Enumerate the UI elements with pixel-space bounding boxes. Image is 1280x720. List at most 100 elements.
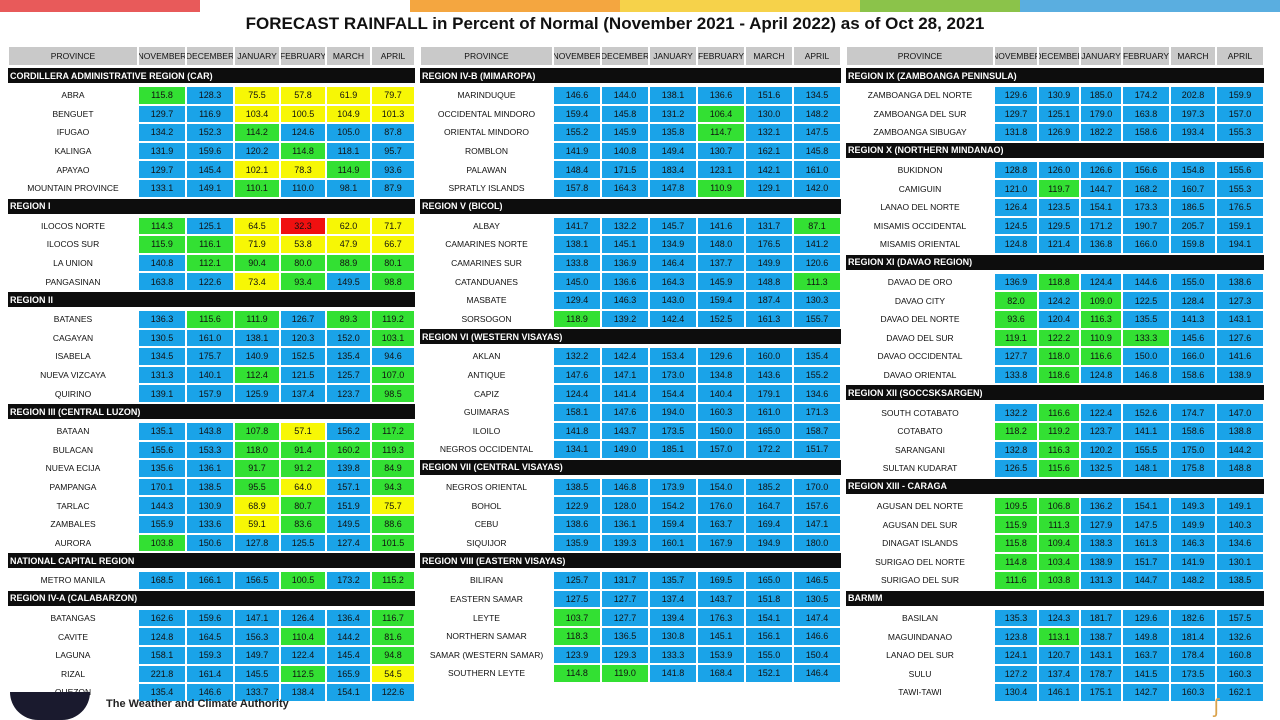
rainfall-value-cell: 148.8 — [1216, 459, 1264, 478]
rainfall-value-cell: 123.9 — [553, 645, 601, 665]
province-name: BASILAN — [846, 608, 994, 628]
table-row: MISAMIS OCCIDENTAL 124.5 129.5 171.2 190.7 20… — [846, 216, 1264, 236]
rainfall-value-cell: 107.0 — [371, 365, 415, 385]
rainfall-value-cell: 155.3 — [1216, 123, 1264, 142]
rainfall-value-cell: 139.8 — [326, 459, 371, 478]
province-name: BULACAN — [8, 440, 138, 460]
rainfall-value-cell: 129.7 — [138, 160, 186, 179]
rainfall-value-cell: 120.7 — [1038, 646, 1080, 665]
province-name: MOUNTAIN PROVINCE — [8, 179, 138, 198]
rainfall-value-cell: 146.3 — [1170, 534, 1216, 553]
rainfall-value-cell: 119.0 — [601, 664, 649, 683]
table-row: SARANGANI 132.8 116.3 120.2 155.5 175.0 144.2 — [846, 440, 1264, 460]
rainfall-value-cell: 160.3 — [1170, 683, 1216, 702]
rainfall-value-cell: 144.2 — [1216, 440, 1264, 460]
rainfall-value-cell: 127.8 — [234, 533, 280, 553]
rainfall-value-cell: 126.0 — [1038, 160, 1080, 180]
rainfall-value-cell: 159.4 — [649, 515, 697, 534]
rainfall-value-cell: 73.4 — [234, 272, 280, 291]
rainfall-value-cell: 64.5 — [234, 216, 280, 236]
rainfall-value-cell: 121.4 — [1038, 235, 1080, 254]
rainfall-value-cell: 163.8 — [138, 272, 186, 291]
rainfall-value-cell: 149.5 — [326, 272, 371, 291]
province-name: SURIGAO DEL NORTE — [846, 552, 994, 572]
rainfall-value-cell: 149.5 — [326, 515, 371, 534]
table-row: BATANGAS 162.6 159.6 147.1 126.4 136.4 116.7 — [8, 608, 415, 628]
column-header: DECEMBER — [601, 46, 649, 66]
rainfall-value-cell: 131.7 — [601, 571, 649, 590]
rainfall-value-cell: 172.2 — [745, 440, 793, 459]
rainfall-value-cell: 132.2 — [601, 216, 649, 236]
rainfall-value-cell: 151.6 — [745, 86, 793, 105]
rainfall-value-cell: 124.8 — [1080, 365, 1122, 385]
rainfall-value-cell: 75.5 — [234, 86, 280, 105]
rainfall-value-cell: 155.3 — [1216, 179, 1264, 198]
rainfall-value-cell: 133.1 — [138, 179, 186, 198]
rainfall-value-cell: 113.1 — [1038, 627, 1080, 646]
province-name: SOUTH COTABATO — [846, 403, 994, 422]
table-row: DAVAO OCCIDENTAL 127.7 118.0 116.6 150.0 166.… — [846, 347, 1264, 366]
rainfall-value-cell: 183.4 — [649, 160, 697, 179]
rainfall-value-cell: 150.6 — [186, 533, 234, 553]
rainfall-value-cell: 149.9 — [745, 253, 793, 273]
rainfall-value-cell: 135.3 — [994, 608, 1038, 628]
rainfall-value-cell: 152.0 — [326, 328, 371, 348]
rainfall-value-cell: 128.8 — [994, 160, 1038, 180]
rainfall-value-cell: 87.1 — [793, 216, 841, 236]
rainfall-value-cell: 95.5 — [234, 477, 280, 497]
rainfall-value-cell: 158.6 — [1170, 365, 1216, 385]
rainfall-value-cell: 146.4 — [793, 664, 841, 683]
table-row: SIQUIJOR 135.9 139.3 160.1 167.9 194.9 180.0 — [420, 533, 841, 553]
rainfall-value-cell: 138.1 — [234, 328, 280, 348]
rainfall-value-cell: 185.2 — [745, 477, 793, 497]
province-name: IFUGAO — [8, 123, 138, 142]
rainfall-value-cell: 115.8 — [138, 86, 186, 105]
rainfall-value-cell: 129.5 — [1038, 216, 1080, 236]
rainfall-value-cell: 83.6 — [280, 515, 326, 534]
rainfall-value-cell: 123.7 — [326, 384, 371, 403]
column-header: PROVINCE — [8, 46, 138, 66]
rainfall-value-cell: 163.8 — [1122, 104, 1170, 124]
rainfall-value-cell: 114.8 — [280, 141, 326, 161]
rainfall-value-cell: 126.6 — [1080, 160, 1122, 180]
column-header: FEBRUARY — [1122, 46, 1170, 66]
rainfall-value-cell: 127.3 — [1216, 291, 1264, 310]
rainfall-value-cell: 146.6 — [186, 683, 234, 702]
column-header: APRIL — [793, 46, 841, 66]
table-row: BOHOL 122.9 128.0 154.2 176.0 164.7 157.6 — [420, 496, 841, 515]
rainfall-value-cell: 147.1 — [601, 365, 649, 385]
rainfall-value-cell: 171.5 — [601, 160, 649, 179]
rainfall-value-cell: 132.2 — [553, 347, 601, 366]
rainfall-value-cell: 126.4 — [994, 198, 1038, 217]
rainfall-value-cell: 139.2 — [601, 309, 649, 329]
column-header: JANUARY — [234, 46, 280, 66]
rainfall-value-cell: 79.7 — [371, 86, 415, 105]
rainfall-value-cell: 129.1 — [745, 179, 793, 198]
rainfall-value-cell: 105.0 — [326, 123, 371, 142]
rainfall-value-cell: 124.8 — [138, 627, 186, 646]
column-header: MARCH — [745, 46, 793, 66]
rainfall-value-cell: 114.8 — [994, 552, 1038, 572]
rainfall-value-cell: 135.4 — [793, 347, 841, 366]
rainfall-value-cell: 119.7 — [1038, 179, 1080, 198]
table-row: BATANES 136.3 115.6 111.9 126.7 89.3 119.2 — [8, 310, 415, 329]
rainfall-value-cell: 193.4 — [1170, 123, 1216, 142]
rainfall-value-cell: 166.0 — [1122, 235, 1170, 254]
rainfall-value-cell: 155.6 — [138, 440, 186, 460]
rainfall-value-cell: 125.1 — [1038, 104, 1080, 124]
rainfall-value-cell: 164.3 — [649, 272, 697, 291]
table-row: BUKIDNON 128.8 126.0 126.6 156.6 154.8 155.6 — [846, 160, 1264, 180]
rainfall-value-cell: 159.4 — [553, 104, 601, 124]
rainfall-value-cell: 100.5 — [280, 104, 326, 124]
table-row: SURIGAO DEL NORTE 114.8 103.4 138.9 151.7 141… — [846, 552, 1264, 572]
rainfall-value-cell: 136.6 — [601, 272, 649, 291]
rainfall-value-cell: 126.5 — [994, 459, 1038, 478]
rainfall-value-cell: 147.0 — [1216, 403, 1264, 422]
province-name: ISABELA — [8, 347, 138, 366]
rainfall-value-cell: 149.8 — [1122, 627, 1170, 646]
rainfall-value-cell: 165.0 — [745, 571, 793, 590]
rainfall-value-cell: 169.5 — [697, 571, 745, 590]
province-name: OCCIDENTAL MINDORO — [420, 104, 553, 124]
rainfall-value-cell: 136.5 — [601, 627, 649, 646]
rainfall-value-cell: 148.2 — [1170, 571, 1216, 590]
